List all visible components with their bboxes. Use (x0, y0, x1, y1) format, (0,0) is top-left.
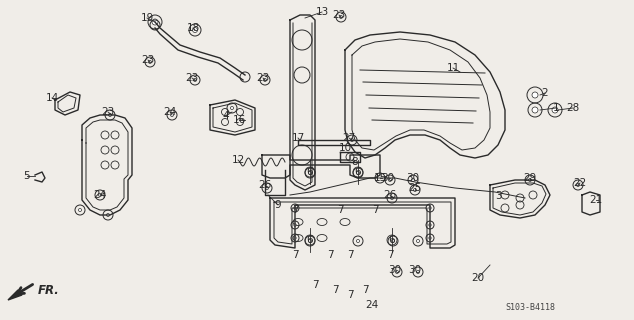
Text: 6: 6 (307, 167, 313, 177)
Circle shape (411, 179, 415, 181)
Text: 30: 30 (382, 173, 394, 183)
Text: 23: 23 (141, 55, 155, 65)
Circle shape (413, 188, 417, 191)
Text: 14: 14 (46, 93, 58, 103)
Text: 7: 7 (361, 285, 368, 295)
Circle shape (294, 224, 296, 226)
Text: 3: 3 (495, 191, 501, 201)
Text: 11: 11 (446, 63, 460, 73)
Circle shape (294, 207, 296, 209)
Circle shape (391, 196, 394, 199)
Text: 1: 1 (553, 103, 559, 113)
Text: 24: 24 (365, 300, 378, 310)
Circle shape (396, 270, 399, 274)
Circle shape (193, 78, 197, 82)
Text: S103-B4118: S103-B4118 (505, 303, 555, 313)
Circle shape (309, 172, 311, 174)
Circle shape (193, 28, 198, 33)
Circle shape (392, 239, 394, 243)
Text: 23: 23 (332, 10, 346, 20)
Circle shape (148, 60, 152, 63)
Circle shape (231, 107, 233, 109)
Text: 7: 7 (387, 250, 393, 260)
Text: 25: 25 (408, 183, 422, 193)
Text: 24: 24 (164, 107, 177, 117)
Text: 12: 12 (231, 155, 245, 165)
Circle shape (266, 187, 269, 189)
Text: 10: 10 (339, 143, 352, 153)
Text: 8: 8 (352, 157, 358, 167)
Text: 7: 7 (347, 290, 353, 300)
Text: 5: 5 (23, 171, 30, 181)
Text: 20: 20 (472, 273, 484, 283)
Circle shape (532, 107, 538, 113)
Circle shape (264, 78, 266, 82)
Circle shape (529, 179, 531, 181)
Text: 30: 30 (406, 173, 420, 183)
Circle shape (294, 237, 296, 239)
Circle shape (351, 139, 354, 141)
Circle shape (108, 114, 112, 116)
Text: 23: 23 (185, 73, 198, 83)
Circle shape (429, 237, 431, 239)
Circle shape (152, 19, 158, 25)
Text: FR.: FR. (38, 284, 60, 297)
Circle shape (309, 239, 311, 243)
Text: 6: 6 (354, 167, 361, 177)
Text: 18: 18 (186, 23, 200, 33)
Text: 6: 6 (307, 235, 313, 245)
Text: 27: 27 (342, 133, 356, 143)
Text: 2: 2 (541, 88, 548, 98)
Circle shape (576, 183, 579, 187)
Text: 7: 7 (292, 250, 299, 260)
Text: 7: 7 (292, 205, 299, 215)
Text: 13: 13 (315, 7, 328, 17)
Text: 30: 30 (408, 265, 422, 275)
Circle shape (356, 239, 359, 243)
Text: 15: 15 (373, 173, 387, 183)
Text: 21: 21 (590, 195, 603, 205)
Text: 28: 28 (566, 103, 579, 113)
Circle shape (429, 207, 431, 209)
Circle shape (429, 224, 431, 226)
Text: 23: 23 (101, 107, 115, 117)
Circle shape (389, 179, 392, 181)
Text: 4: 4 (223, 111, 230, 121)
Text: 7: 7 (327, 250, 333, 260)
Polygon shape (8, 290, 22, 300)
Text: 7: 7 (332, 285, 339, 295)
Text: 22: 22 (573, 178, 586, 188)
Text: 30: 30 (389, 265, 401, 275)
Text: 9: 9 (275, 200, 281, 210)
Circle shape (552, 107, 558, 113)
Circle shape (356, 172, 359, 174)
Circle shape (339, 15, 342, 19)
Text: 24: 24 (93, 190, 107, 200)
Text: 23: 23 (256, 73, 269, 83)
Circle shape (79, 209, 82, 212)
Text: 19: 19 (140, 13, 153, 23)
Text: 26: 26 (259, 180, 271, 190)
Circle shape (417, 270, 420, 274)
Text: 7: 7 (372, 205, 378, 215)
Circle shape (107, 213, 110, 217)
Text: 16: 16 (233, 115, 245, 125)
Text: 29: 29 (524, 173, 536, 183)
Circle shape (98, 194, 101, 196)
Circle shape (417, 239, 420, 243)
Text: 7: 7 (337, 205, 344, 215)
Circle shape (171, 114, 174, 116)
Circle shape (532, 92, 538, 98)
Text: 17: 17 (292, 133, 304, 143)
Text: 7: 7 (347, 250, 353, 260)
Text: 7: 7 (312, 280, 318, 290)
Text: 6: 6 (389, 235, 396, 245)
Text: 26: 26 (384, 190, 397, 200)
